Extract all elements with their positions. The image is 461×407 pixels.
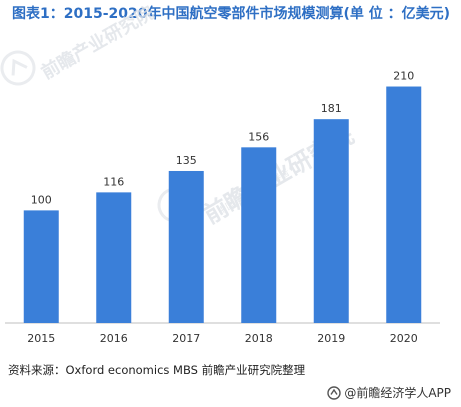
source-note: 资料来源：Oxford economics MBS 前瞻产业研究院整理 <box>8 363 306 377</box>
brand-logo-icon <box>327 385 342 400</box>
brand-text: @前瞻经济学人APP <box>344 386 451 400</box>
x-tick-label-2017: 2017 <box>172 332 200 345</box>
x-tick-label-2015: 2015 <box>27 332 55 345</box>
bar-2018 <box>241 147 277 323</box>
x-tick-label-2019: 2019 <box>317 332 345 345</box>
data-label-2018: 156 <box>248 130 269 143</box>
bar-2020 <box>386 86 422 324</box>
bar-2017 <box>168 170 204 323</box>
data-label-2016: 116 <box>103 175 124 188</box>
data-label-2019: 181 <box>321 102 342 115</box>
data-label-2020: 210 <box>393 70 414 83</box>
bar-2019 <box>313 119 349 324</box>
x-tick-label-2020: 2020 <box>390 332 418 345</box>
bar-2015 <box>23 210 59 323</box>
data-label-2015: 100 <box>31 193 52 206</box>
data-label-2017: 135 <box>176 154 197 167</box>
chart-title: 图表1：2015-2020年中国航空零部件市场规模测算(单 位 ：亿美元) <box>11 6 451 22</box>
bar-2016 <box>96 192 132 323</box>
x-tick-label-2018: 2018 <box>245 332 273 345</box>
x-tick-label-2016: 2016 <box>100 332 128 345</box>
brand-credit: @前瞻经济学人APP <box>327 384 451 401</box>
